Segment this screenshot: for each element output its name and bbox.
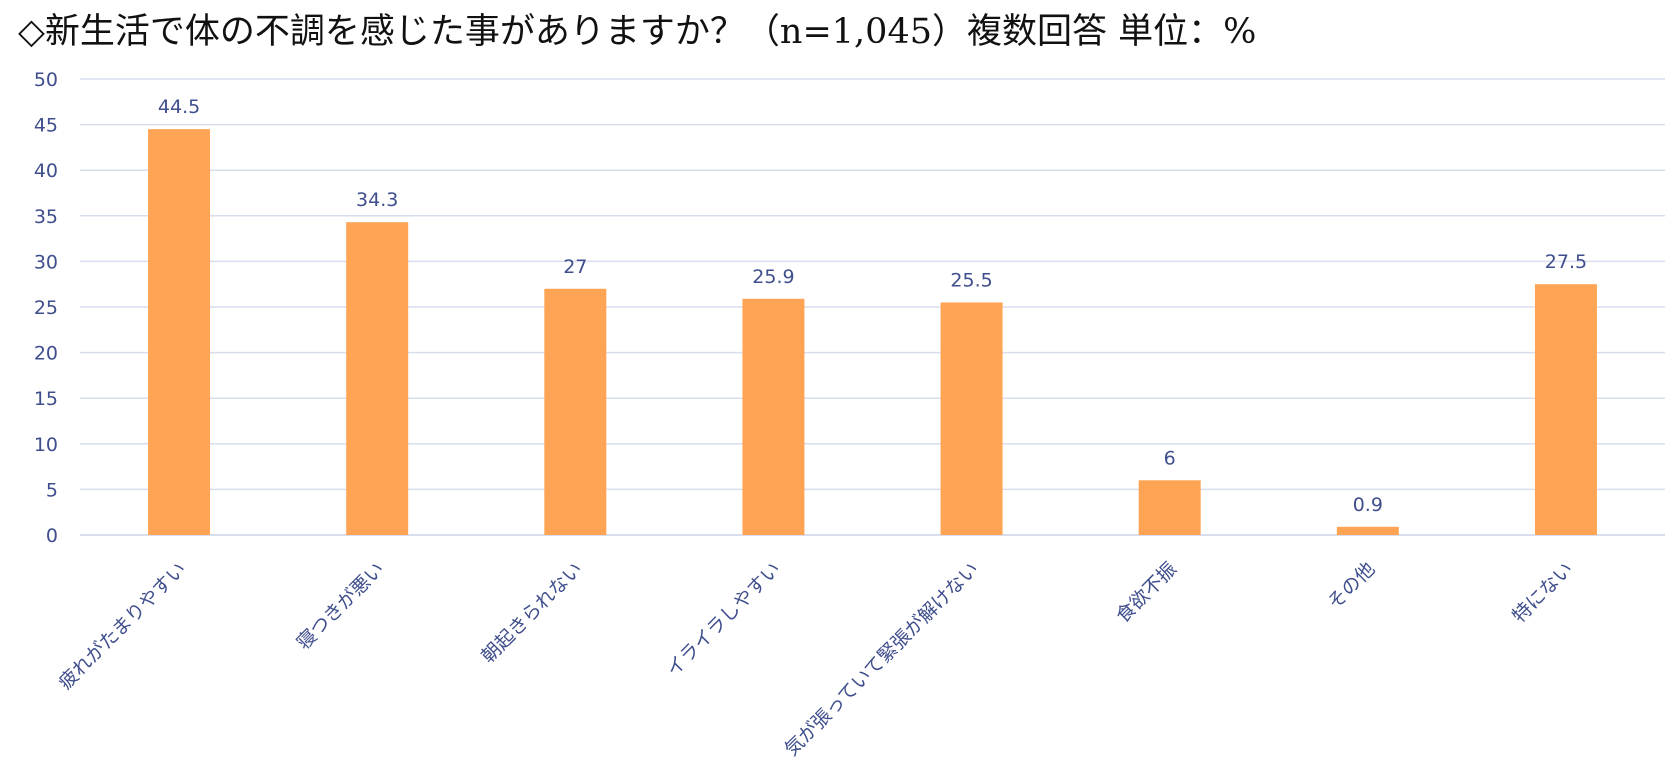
y-tick-label: 35 — [34, 206, 58, 228]
data-label: 44.5 — [158, 96, 200, 118]
y-tick-label: 5 — [46, 479, 58, 501]
category-label: イライラしやすい — [662, 558, 785, 681]
data-labels: 44.5 34.3 27 25.9 25.5 6 0.9 27.5 — [158, 96, 1587, 516]
bar — [940, 302, 1003, 535]
y-tick-label: 45 — [34, 115, 58, 137]
bar — [742, 298, 805, 535]
bar — [148, 129, 211, 535]
data-label: 27 — [563, 256, 587, 278]
bar — [346, 222, 409, 535]
y-tick-label: 20 — [34, 343, 58, 365]
data-label: 25.5 — [950, 269, 992, 291]
bar — [1138, 480, 1201, 535]
bar — [1336, 526, 1399, 535]
y-axis: 0 5 10 15 20 25 30 35 40 45 50 — [34, 69, 58, 547]
y-tick-label: 25 — [34, 297, 58, 319]
data-label: 6 — [1164, 447, 1176, 469]
category-label: その他 — [1323, 558, 1379, 614]
y-tick-label: 15 — [34, 388, 58, 410]
chart-title: ◇新生活で体の不調を感じた事がありますか？（n=1,045）複数回答 単位：% — [18, 12, 1257, 52]
category-label: 気が張っていて緊張が解けない — [781, 558, 984, 761]
category-label: 特にない — [1508, 558, 1577, 627]
data-label: 34.3 — [356, 189, 398, 211]
y-tick-label: 10 — [34, 434, 58, 456]
y-tick-label: 0 — [46, 525, 58, 547]
data-label: 0.9 — [1353, 494, 1383, 516]
bar — [1534, 284, 1597, 535]
category-label: 食欲不振 — [1112, 558, 1181, 627]
category-label: 疲れがたまりやすい — [55, 558, 191, 694]
x-axis: 疲れがたまりやすい 寝つきが悪い 朝起きられない イライラしやすい気が張っていて緊張が… — [55, 558, 1578, 761]
category-label: 寝つきが悪い — [293, 558, 389, 654]
y-tick-label: 50 — [34, 69, 58, 91]
grid-layer — [80, 78, 1665, 536]
category-label: 朝起きられない — [477, 558, 587, 668]
bar-series — [148, 129, 1597, 535]
y-tick-label: 30 — [34, 251, 58, 273]
data-label: 27.5 — [1545, 251, 1587, 273]
data-label: 25.9 — [752, 266, 794, 288]
y-tick-label: 40 — [34, 160, 58, 182]
bar — [544, 288, 607, 535]
